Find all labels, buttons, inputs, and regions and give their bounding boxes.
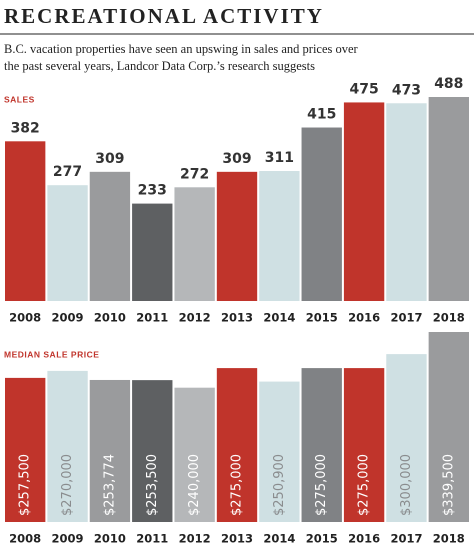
- subtitle: B.C. vacation properties have seen an up…: [4, 42, 359, 56]
- bar: [89, 379, 131, 522]
- x-tick-label: 2014: [263, 311, 295, 325]
- x-tick-label: 2008: [9, 532, 41, 546]
- x-tick-label: 2008: [9, 311, 41, 325]
- value-label: 309: [222, 151, 251, 167]
- bar: [5, 141, 46, 301]
- value-label: 311: [265, 150, 294, 166]
- bar: [343, 102, 385, 302]
- bar: [47, 370, 88, 522]
- value-label: $300,000: [399, 454, 414, 516]
- value-label: 272: [180, 166, 209, 182]
- value-label: 309: [95, 151, 124, 167]
- bar: [301, 368, 342, 522]
- chart-title: SALES: [4, 94, 35, 104]
- x-tick-label: 2016: [348, 532, 380, 546]
- x-tick-label: 2014: [263, 532, 295, 546]
- value-label: 473: [392, 82, 421, 98]
- x-tick-label: 2009: [52, 532, 84, 546]
- value-label: 488: [434, 76, 463, 92]
- value-label: $253,500: [145, 454, 160, 516]
- x-tick-label: 2010: [94, 311, 126, 325]
- x-tick-label: 2017: [390, 311, 422, 325]
- x-tick-label: 2015: [306, 311, 338, 325]
- x-tick-label: 2012: [179, 532, 211, 546]
- value-label: $250,900: [272, 454, 287, 516]
- x-tick-label: 2013: [221, 311, 253, 325]
- x-tick-label: 2018: [433, 311, 465, 325]
- bar: [174, 387, 215, 522]
- value-label: 382: [11, 120, 40, 136]
- bar: [89, 171, 131, 301]
- bar: [132, 203, 173, 301]
- value-label: 475: [349, 81, 378, 97]
- bar: [301, 127, 342, 302]
- bar: [132, 380, 173, 522]
- value-label: 415: [307, 107, 336, 123]
- bar: [343, 368, 385, 522]
- value-label: $339,500: [441, 454, 456, 516]
- bar: [386, 354, 427, 522]
- bar: [5, 377, 46, 522]
- title: RECREATIONAL ACTIVITY: [4, 4, 324, 28]
- x-tick-label: 2012: [179, 311, 211, 325]
- value-label: $275,000: [230, 454, 245, 516]
- bar: [216, 171, 258, 301]
- bar: [216, 368, 258, 522]
- subtitle: the past several years, Landcor Data Cor…: [4, 59, 315, 73]
- x-tick-label: 2009: [52, 311, 84, 325]
- x-tick-label: 2015: [306, 532, 338, 546]
- value-label: $275,000: [357, 454, 372, 516]
- value-label: 233: [138, 183, 167, 199]
- chart-title: MEDIAN SALE PRICE: [4, 349, 99, 359]
- x-tick-label: 2010: [94, 532, 126, 546]
- bar: [174, 187, 215, 301]
- x-tick-label: 2018: [433, 532, 465, 546]
- bar: [428, 97, 469, 301]
- bar: [428, 332, 469, 522]
- value-label: $253,774: [102, 454, 117, 516]
- x-tick-label: 2011: [136, 532, 168, 546]
- x-tick-label: 2017: [390, 532, 422, 546]
- x-tick-label: 2011: [136, 311, 168, 325]
- value-label: $257,500: [18, 454, 33, 516]
- value-label: $270,000: [60, 454, 75, 516]
- bar: [259, 170, 300, 301]
- value-label: $240,000: [187, 454, 202, 516]
- bar: [386, 103, 427, 301]
- value-label: 277: [53, 164, 82, 180]
- bar: [259, 381, 300, 522]
- x-tick-label: 2016: [348, 311, 380, 325]
- value-label: $275,000: [314, 454, 329, 516]
- x-tick-label: 2013: [221, 532, 253, 546]
- bar: [47, 185, 88, 301]
